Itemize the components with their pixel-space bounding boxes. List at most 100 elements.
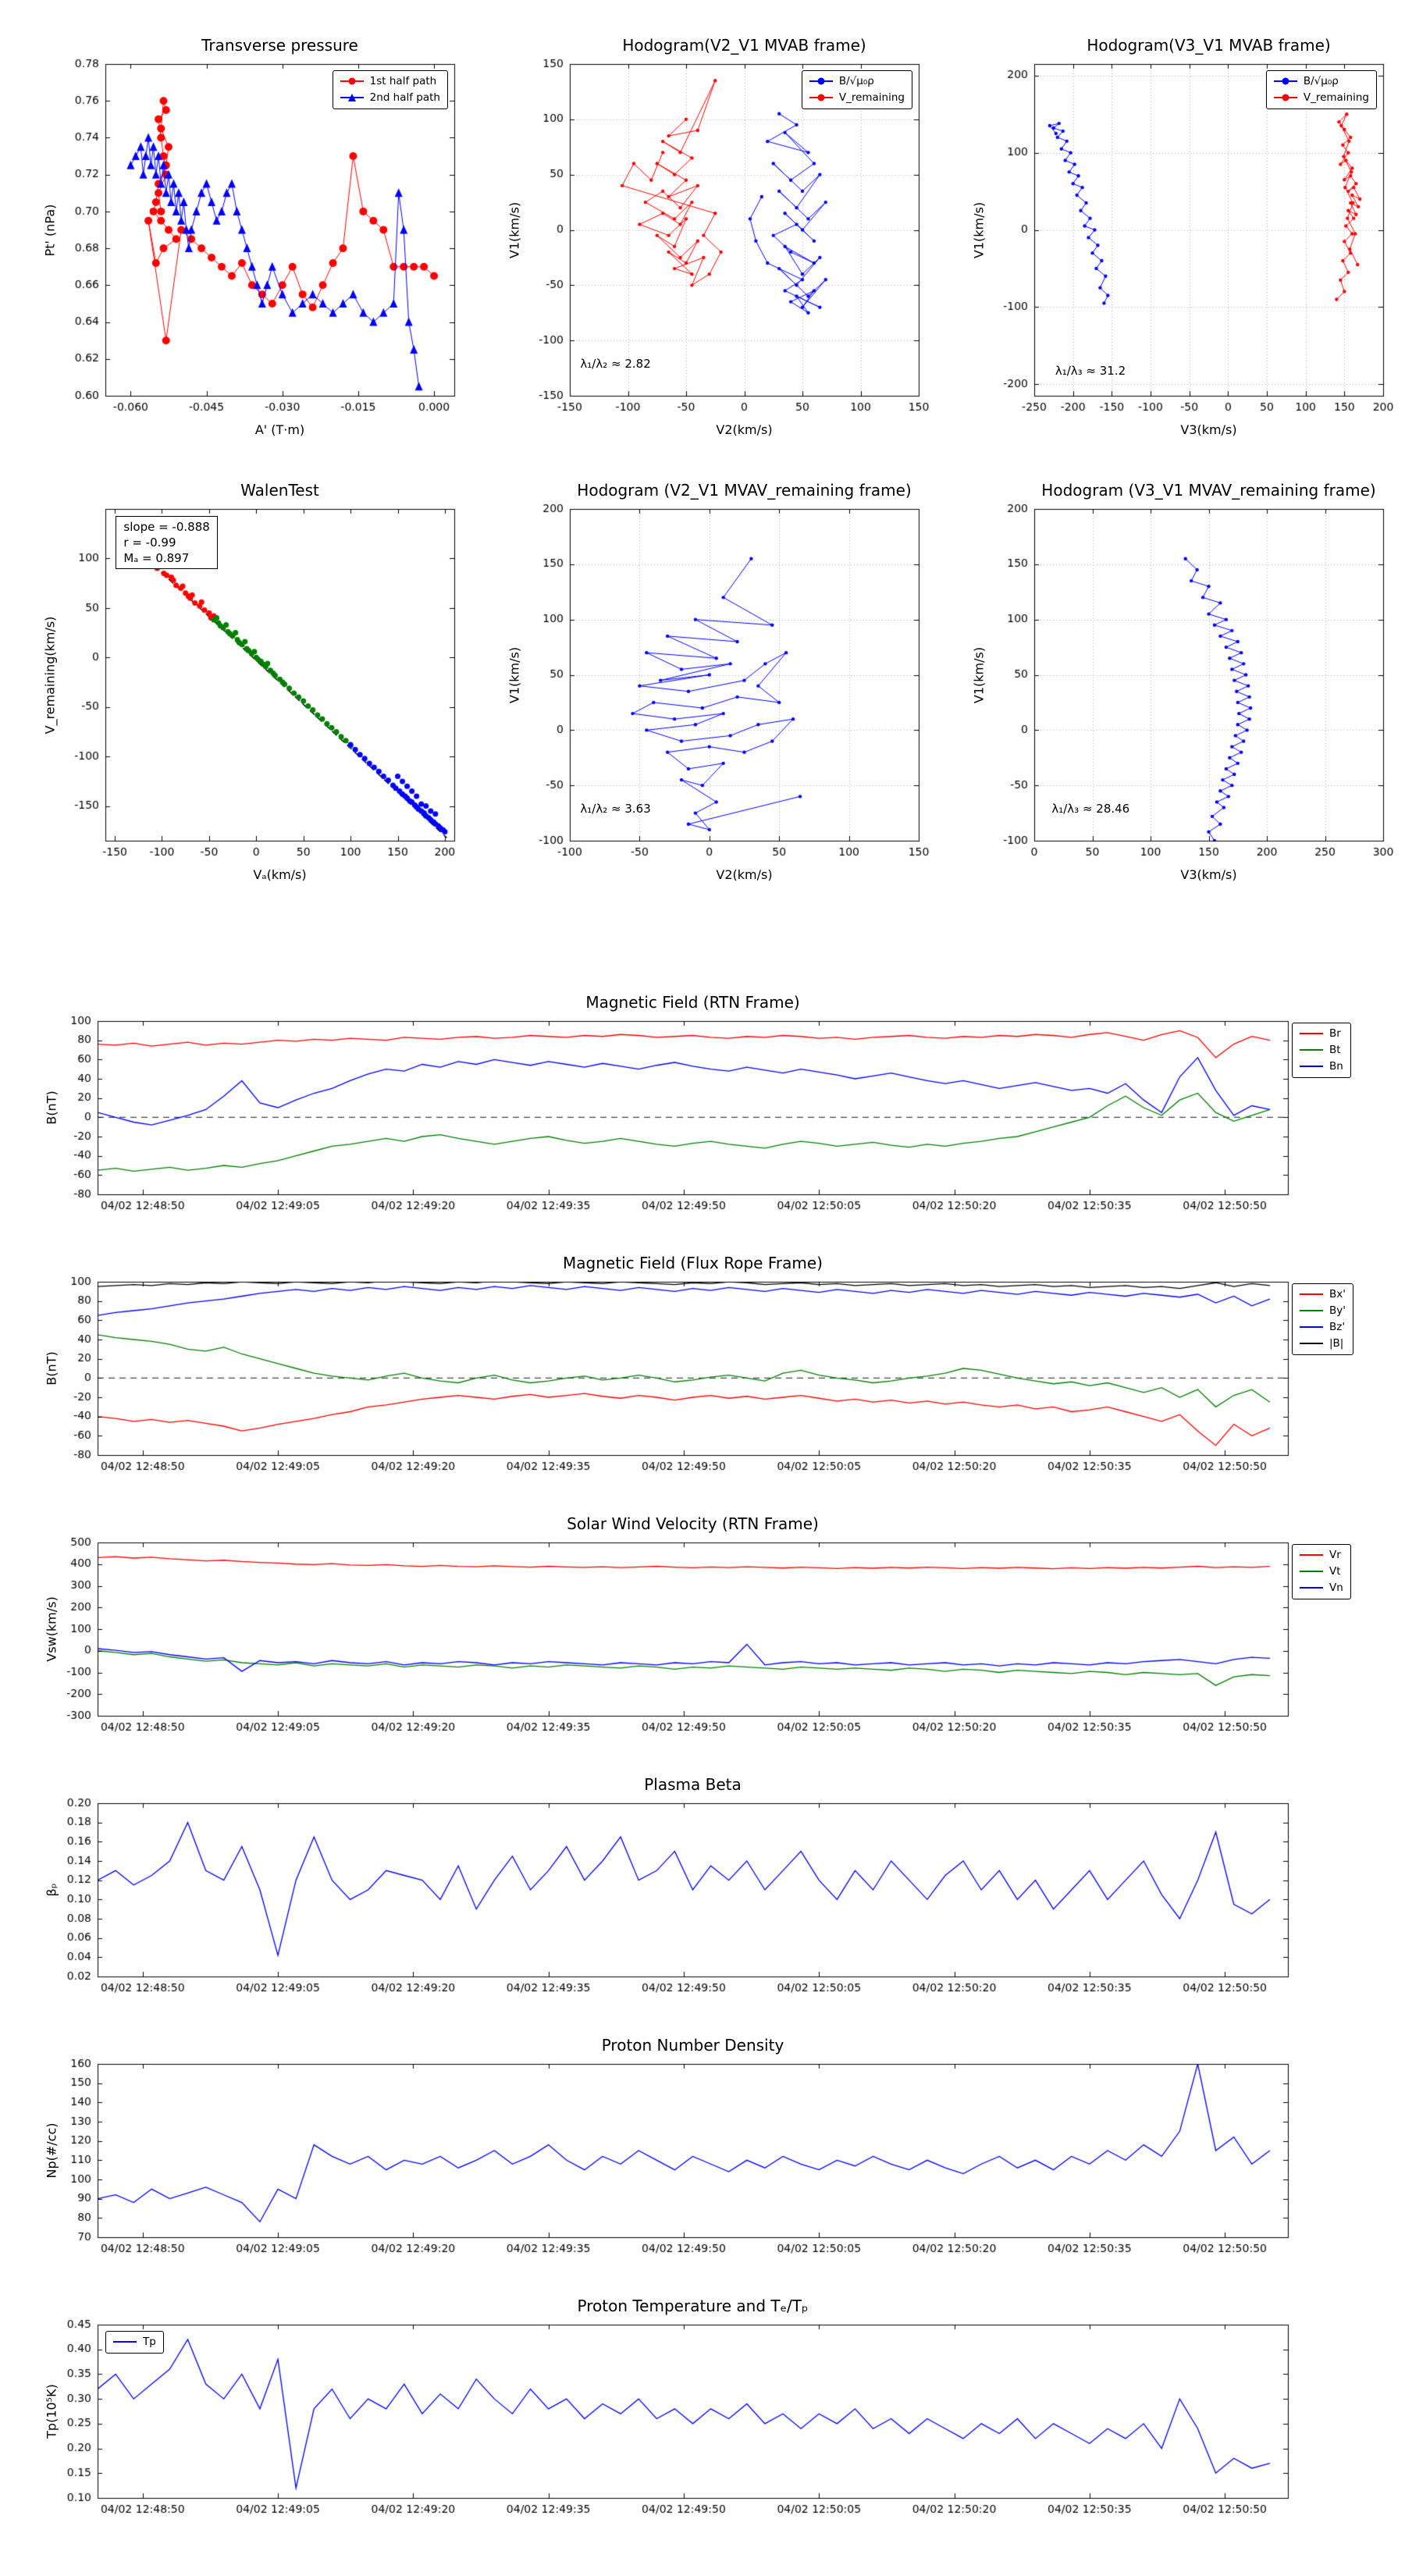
panel-proton-temperature: Proton Temperature and Tₑ/Tₚ Tp(10⁵K) Tp — [31, 2286, 1382, 2534]
legend-entry: B/√μ₀ρ — [1273, 73, 1369, 90]
legend-entry: Vr — [1300, 1547, 1343, 1564]
legend: Tp — [105, 2331, 164, 2354]
y-axis-label: Vsw(km/s) — [44, 1596, 59, 1662]
x-axis-label: V3(km/s) — [1180, 867, 1237, 882]
x-axis-label: V3(km/s) — [1180, 422, 1237, 437]
panel-title: Magnetic Field (RTN Frame) — [585, 993, 800, 1012]
legend-label: 2nd half path — [369, 91, 440, 104]
legend-marker-icon — [1300, 1583, 1323, 1592]
legend-entry: Tp — [113, 2334, 156, 2350]
legend-entry: Br — [1300, 1026, 1343, 1042]
panel-title: Transverse pressure — [201, 36, 358, 55]
legend-marker-icon — [1300, 1322, 1323, 1332]
panel-proton-number-density: Proton Number Density Np(#/cc) — [31, 2025, 1382, 2273]
y-axis-label: V1(km/s) — [507, 646, 522, 703]
panel-hodogram-v2v1-mvab: Hodogram(V2_V1 MVAB frame) V1(km/s) V2(k… — [496, 23, 933, 449]
legend: Vr Vt Vn — [1292, 1544, 1351, 1599]
legend: Br Bt Bn — [1292, 1023, 1351, 1078]
legend-entry: |B| — [1300, 1336, 1346, 1352]
legend-entry: V_remaining — [1273, 90, 1369, 106]
annotation: λ₁/λ₂ ≈ 2.82 — [580, 357, 651, 371]
legend: 1st half path 2nd half path — [332, 70, 448, 109]
panel-title: Plasma Beta — [644, 1775, 742, 1794]
legend-marker-icon — [113, 2337, 137, 2347]
legend-marker-icon — [1273, 76, 1297, 86]
legend-entry: Bz' — [1300, 1319, 1346, 1336]
panel-title: Proton Number Density — [601, 2036, 784, 2055]
annotation: λ₁/λ₃ ≈ 31.2 — [1055, 363, 1126, 378]
panel-plasma-beta: Plasma Beta βₚ — [31, 1764, 1382, 2012]
y-axis-label: βₚ — [44, 1883, 59, 1897]
panel-hodogram-v3v1-mvav: Hodogram (V3_V1 MVAV_remaining frame) V1… — [960, 468, 1397, 894]
legend-label: Br — [1329, 1027, 1341, 1040]
legend-marker-icon — [1300, 1062, 1323, 1071]
panel-magnetic-field-flux-rope: Magnetic Field (Flux Rope Frame) B(nT) B… — [31, 1243, 1382, 1491]
x-axis-label: V2(km/s) — [716, 422, 773, 437]
panel-title: Proton Temperature and Tₑ/Tₚ — [577, 2297, 809, 2315]
panel-solar-wind-velocity: Solar Wind Velocity (RTN Frame) Vsw(km/s… — [31, 1503, 1382, 1752]
x-axis-label: A' (T·m) — [254, 422, 305, 437]
panel-title: Magnetic Field (Flux Rope Frame) — [563, 1254, 823, 1272]
plasma-beta-plot — [31, 1764, 1382, 2012]
hodogram-v2v1-mvav-plot — [496, 468, 933, 894]
y-axis-label: Tp(10⁵K) — [44, 2384, 59, 2439]
panel-title: Hodogram(V3_V1 MVAB frame) — [1087, 36, 1331, 55]
legend-marker-icon — [340, 93, 364, 102]
panel-title: Solar Wind Velocity (RTN Frame) — [567, 1514, 819, 1533]
panel-title: Hodogram (V3_V1 MVAV_remaining frame) — [1041, 481, 1376, 500]
legend-entry: Vt — [1300, 1564, 1343, 1580]
annotation: slope = -0.888 r = -0.99 Mₐ = 0.897 — [116, 515, 218, 570]
legend-marker-icon — [809, 93, 833, 102]
legend-marker-icon — [1300, 1567, 1323, 1576]
panel-hodogram-v2v1-mvav: Hodogram (V2_V1 MVAV_remaining frame) V1… — [496, 468, 933, 894]
legend-entry: 2nd half path — [340, 90, 440, 106]
legend-entry: Vn — [1300, 1580, 1343, 1596]
proton-temperature-plot — [31, 2286, 1382, 2534]
legend-label: V_remaining — [838, 91, 905, 104]
legend: Bx' By' Bz' |B| — [1292, 1283, 1353, 1355]
y-axis-label: V1(km/s) — [971, 646, 987, 703]
magnetic-field-rtn-plot — [31, 982, 1382, 1230]
legend-label: B/√μ₀ρ — [1303, 75, 1339, 87]
legend-label: 1st half path — [369, 75, 437, 87]
y-axis-label: V1(km/s) — [971, 201, 987, 258]
panel-magnetic-field-rtn: Magnetic Field (RTN Frame) B(nT) Br Bt Bn — [31, 982, 1382, 1230]
annotation: λ₁/λ₂ ≈ 3.63 — [580, 802, 651, 816]
legend-marker-icon — [1300, 1339, 1323, 1348]
panel-title: WalenTest — [240, 481, 319, 500]
panel-transverse-pressure: Transverse pressure Pt' (nPa) A' (T·m) 1… — [31, 23, 468, 449]
x-axis-label: Vₐ(km/s) — [253, 867, 307, 882]
hodogram-v3v1-mvav-plot — [960, 468, 1397, 894]
legend-entry: B/√μ₀ρ — [809, 73, 905, 90]
legend-marker-icon — [1300, 1045, 1323, 1055]
legend: B/√μ₀ρ V_remaining — [801, 70, 912, 109]
legend-entry: By' — [1300, 1303, 1346, 1319]
legend-marker-icon — [1300, 1550, 1323, 1560]
y-axis-label: B(nT) — [44, 1351, 59, 1386]
legend-label: Bz' — [1329, 1320, 1346, 1333]
legend-marker-icon — [1300, 1306, 1323, 1315]
legend-label: |B| — [1329, 1336, 1344, 1350]
y-axis-label: V1(km/s) — [507, 201, 522, 258]
legend-label: Tp — [143, 2336, 156, 2348]
legend-label: V_remaining — [1303, 91, 1369, 104]
legend-label: Bx' — [1329, 1288, 1346, 1300]
panel-title: Hodogram(V2_V1 MVAB frame) — [622, 36, 866, 55]
y-axis-label: B(nT) — [44, 1091, 59, 1125]
legend: B/√μ₀ρ V_remaining — [1265, 70, 1377, 109]
annotation: λ₁/λ₃ ≈ 28.46 — [1051, 802, 1130, 816]
legend-label: Vn — [1329, 1581, 1343, 1594]
legend-entry: V_remaining — [809, 90, 905, 106]
proton-number-density-plot — [31, 2025, 1382, 2273]
legend-marker-icon — [1300, 1290, 1323, 1299]
x-axis-label: V2(km/s) — [716, 867, 773, 882]
legend-label: Vr — [1329, 1549, 1341, 1561]
legend-marker-icon — [809, 76, 833, 86]
y-axis-label: Pt' (nPa) — [42, 204, 58, 256]
legend-label: Bt — [1329, 1043, 1341, 1056]
legend-label: Bn — [1329, 1059, 1343, 1073]
legend-entry: Bx' — [1300, 1286, 1346, 1303]
legend-marker-icon — [1300, 1029, 1323, 1038]
y-axis-label: V_remaining(km/s) — [42, 616, 58, 734]
panel-walen-test: WalenTest V_remaining(km/s) Vₐ(km/s) slo… — [31, 468, 468, 894]
